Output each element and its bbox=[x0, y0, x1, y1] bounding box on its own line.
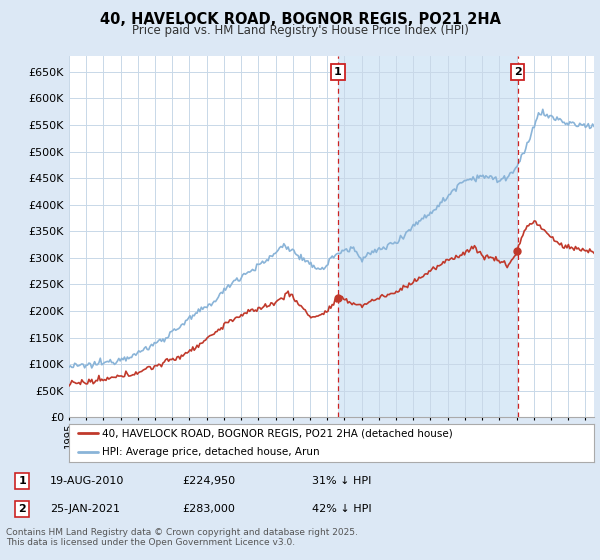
Text: Contains HM Land Registry data © Crown copyright and database right 2025.
This d: Contains HM Land Registry data © Crown c… bbox=[6, 528, 358, 547]
Text: 2: 2 bbox=[19, 504, 26, 514]
Text: Price paid vs. HM Land Registry's House Price Index (HPI): Price paid vs. HM Land Registry's House … bbox=[131, 24, 469, 37]
Text: 19-AUG-2010: 19-AUG-2010 bbox=[50, 476, 124, 486]
Text: 42% ↓ HPI: 42% ↓ HPI bbox=[312, 504, 371, 514]
Text: HPI: Average price, detached house, Arun: HPI: Average price, detached house, Arun bbox=[102, 447, 320, 458]
Text: 1: 1 bbox=[19, 476, 26, 486]
Bar bbox=[338, 56, 518, 417]
Text: 25-JAN-2021: 25-JAN-2021 bbox=[50, 504, 120, 514]
Text: £283,000: £283,000 bbox=[182, 504, 235, 514]
Text: £224,950: £224,950 bbox=[182, 476, 236, 486]
Text: 31% ↓ HPI: 31% ↓ HPI bbox=[312, 476, 371, 486]
Text: 1: 1 bbox=[334, 67, 342, 77]
Text: 40, HAVELOCK ROAD, BOGNOR REGIS, PO21 2HA (detached house): 40, HAVELOCK ROAD, BOGNOR REGIS, PO21 2H… bbox=[102, 428, 453, 438]
Text: 2: 2 bbox=[514, 67, 521, 77]
Text: 40, HAVELOCK ROAD, BOGNOR REGIS, PO21 2HA: 40, HAVELOCK ROAD, BOGNOR REGIS, PO21 2H… bbox=[100, 12, 500, 27]
